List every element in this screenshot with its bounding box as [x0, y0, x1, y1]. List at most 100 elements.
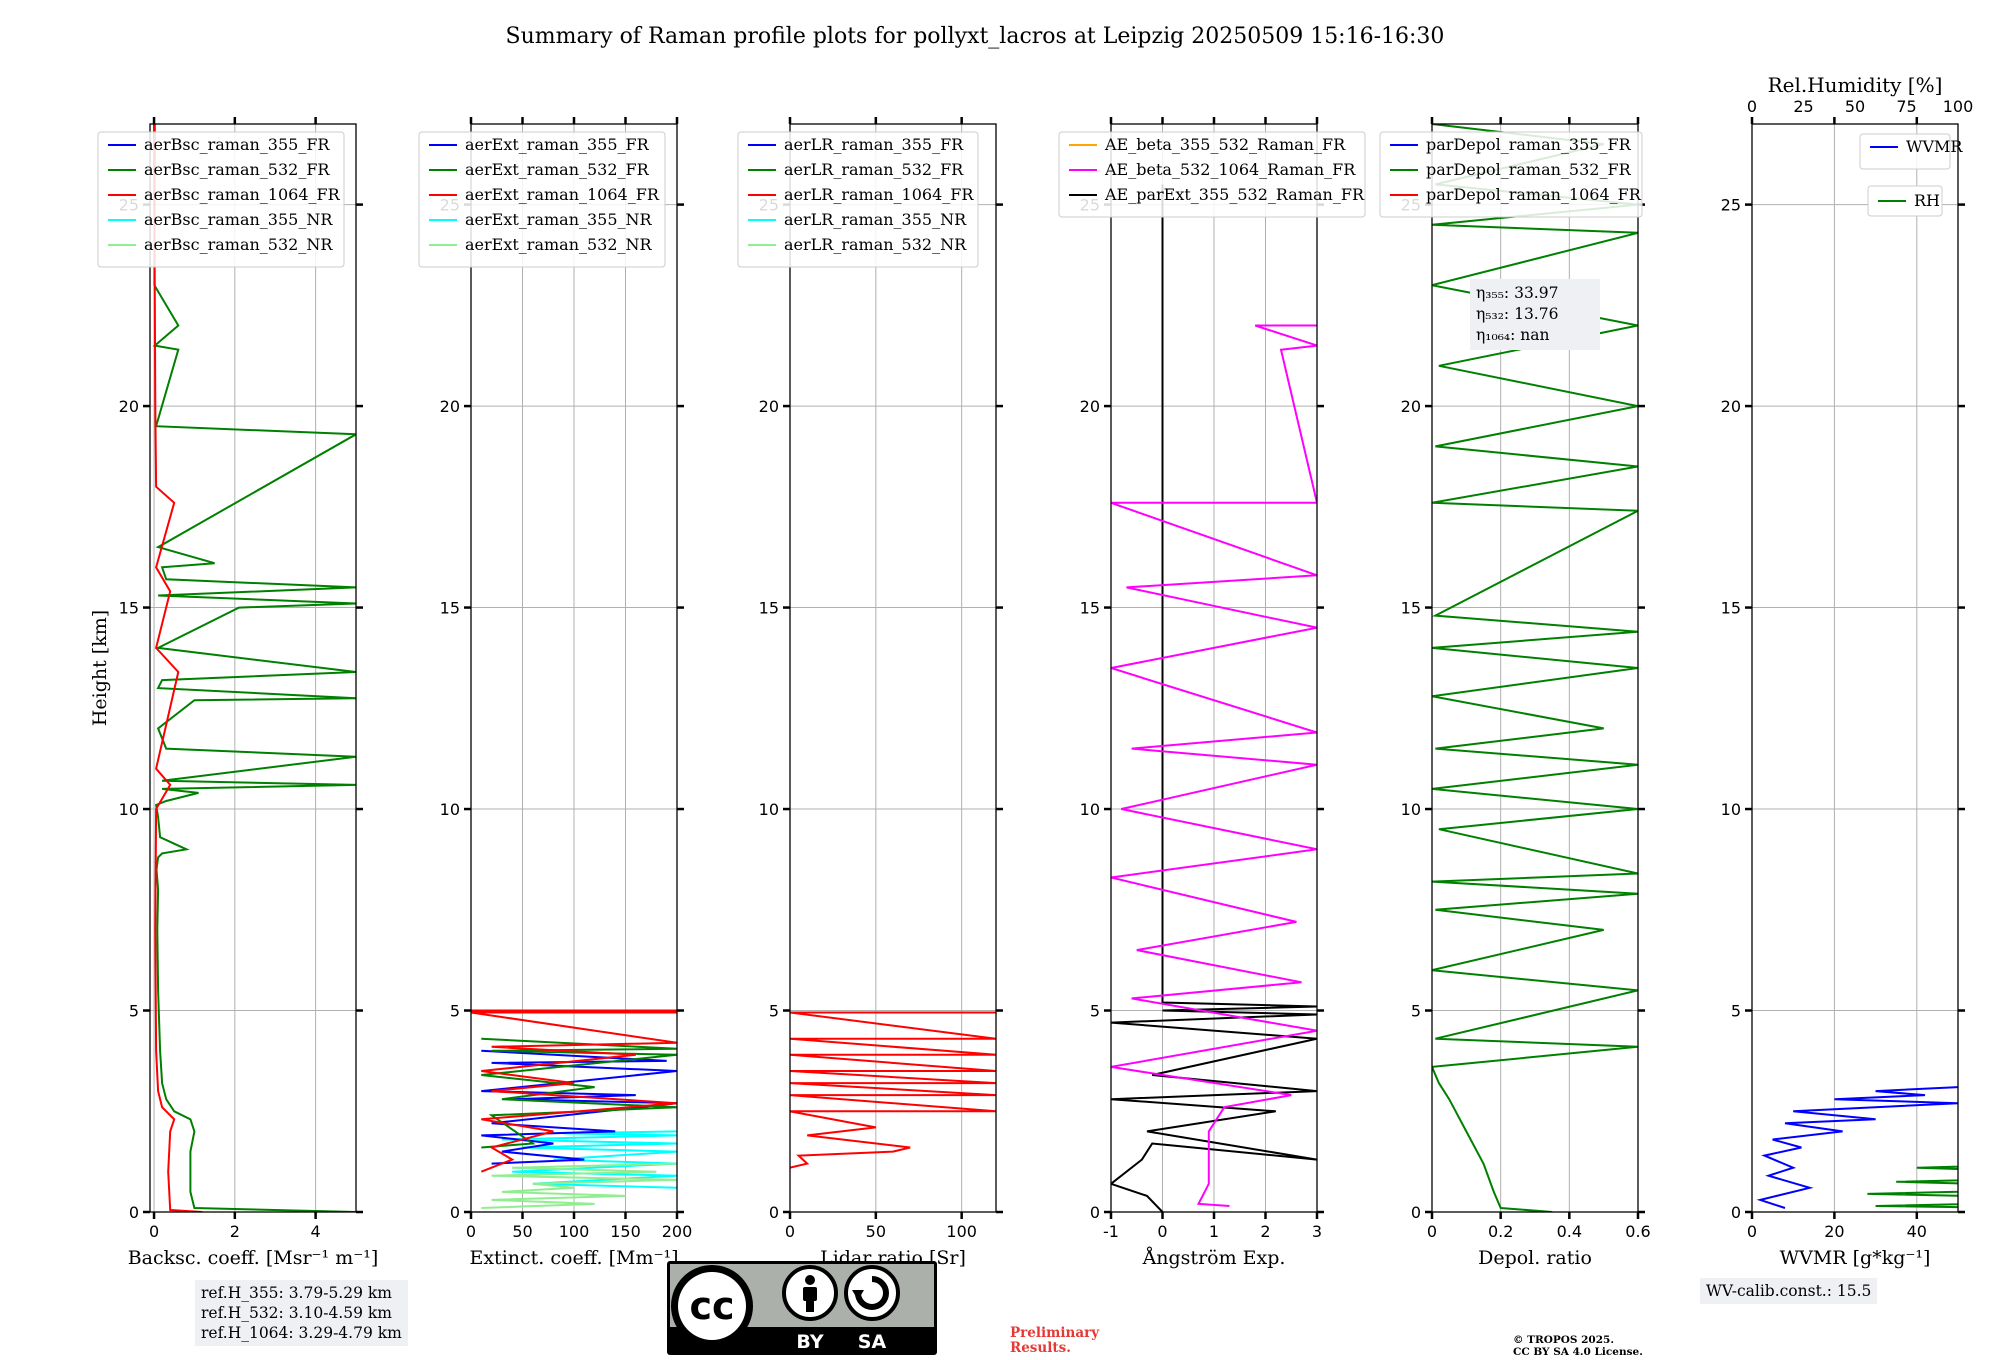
- x-tick-label: 3: [1312, 1222, 1322, 1241]
- x-axis-label: Ångström Exp.: [1142, 1247, 1286, 1269]
- panel-lidar_ratio: 0510152025050100Lidar ratio [Sr]aerLR_ra…: [737, 117, 1003, 1269]
- series-line-RH: [1867, 1127, 1958, 1209]
- series-line-aerBsc_raman_532_FR: [152, 124, 356, 1212]
- x-tick-label: 0: [1157, 1222, 1167, 1241]
- y-axis-label: Height [km]: [89, 610, 111, 726]
- x-tick-label: 1: [1209, 1222, 1219, 1241]
- y-tick-label: 15: [1721, 599, 1741, 618]
- legend-box: [1058, 131, 1366, 218]
- license-sa-label: SA: [858, 1331, 887, 1353]
- series-line-aerLR_raman_1064_FR: [790, 1011, 996, 1169]
- y-tick-label: 20: [1721, 397, 1741, 416]
- y-tick-label: 15: [440, 599, 460, 618]
- eta-annotation: η₃₅₅: 33.97 η₅₃₂: 13.76 η₁₀₆₄: nan: [1470, 279, 1600, 350]
- panel-wvmr: 0 5 10 15 20 25 0 20 40 WVMR [g*kg⁻¹] 0 25 50 75 100Re…: [1721, 73, 1974, 1269]
- top-x-axis-label: Rel.Humidity [%]: [1768, 73, 1943, 97]
- series-line-aerExt_raman_532_NR: [481, 1162, 677, 1209]
- x-tick-label: 2: [1260, 1222, 1270, 1241]
- ref-height-1064: ref.H_1064: 3.29-4.79 km: [201, 1324, 402, 1342]
- reference-height-box: ref.H_355: 3.79-5.29 km ref.H_532: 3.10-…: [195, 1280, 408, 1346]
- axes-frame: [1751, 123, 1959, 1213]
- y-tick-label: 10: [1721, 800, 1741, 819]
- y-tick-label: 5: [769, 1002, 779, 1021]
- legend: aerBsc_raman_355_FR aerBsc_raman_532_FRae…: [97, 131, 345, 268]
- top-x-tick-label: 0: [1747, 97, 1757, 116]
- y-tick-label: 10: [759, 800, 779, 819]
- legend-label: parDepol_raman_1064_FR: [1426, 185, 1642, 204]
- preliminary-notice: Preliminary Results.: [1010, 1326, 1099, 1356]
- series-line-aerExt_raman_1064_FR: [471, 1009, 677, 1173]
- y-tick-label: 0: [1411, 1203, 1421, 1222]
- legend-label: aerExt_raman_532_FR: [465, 160, 650, 179]
- share-alike-icon: [844, 1265, 900, 1321]
- legend: aerLR_raman_355_FR aerLR_raman_532_FR aerL…: [737, 131, 979, 268]
- x-tick-label: 150: [610, 1222, 641, 1241]
- legend-label: aerBsc_raman_532_NR: [144, 235, 333, 254]
- copyright-notice: © TROPOS 2025. CC BY SA 4.0 License.: [1513, 1334, 1643, 1358]
- eta-annotation-line: η₃₅₅: 33.97: [1476, 284, 1558, 302]
- series-line-AE_beta_532_1064_Raman_FR: [1111, 324, 1317, 1207]
- x-tick-label: 50: [512, 1222, 532, 1241]
- cc-logo-icon: cc: [671, 1265, 753, 1347]
- legend: aerExt_raman_355_FR aerExt_raman_532_FRae…: [418, 131, 666, 268]
- x-tick-label: 0: [149, 1222, 159, 1241]
- x-tick-label: 2: [230, 1222, 240, 1241]
- x-tick-label: 40: [1907, 1222, 1927, 1241]
- y-tick-label: 10: [1080, 800, 1100, 819]
- eta-annotation-line: η₁₀₆₄: nan: [1476, 326, 1550, 344]
- x-tick-label: 0: [1747, 1222, 1757, 1241]
- y-tick-label: 25: [1721, 196, 1741, 215]
- legend-label: aerLR_raman_355_FR: [784, 135, 964, 154]
- legend-label: aerLR_raman_532_NR: [784, 235, 967, 254]
- attribution-person-icon: [782, 1265, 838, 1321]
- x-tick-label: 0: [466, 1222, 476, 1241]
- y-tick-label: 0: [1090, 1203, 1100, 1222]
- top-x-tick-label: 100: [1943, 97, 1974, 116]
- x-tick-label: 4: [311, 1222, 321, 1241]
- y-tick-label: 15: [1401, 599, 1421, 618]
- wv-calibration-text: WV-calib.const.: 15.5: [1706, 1282, 1872, 1300]
- legend-label: aerLR_raman_355_NR: [784, 210, 967, 229]
- y-tick-label: 5: [1731, 1002, 1741, 1021]
- series-group: [1432, 124, 1638, 1212]
- x-tick-label: 0.6: [1625, 1222, 1650, 1241]
- copyright-line1: © TROPOS 2025.: [1513, 1334, 1615, 1346]
- y-tick-label: 0: [1731, 1203, 1741, 1222]
- series-line-parDepol_raman_532_FR: [1432, 124, 1638, 1212]
- x-tick-label: 0.2: [1488, 1222, 1513, 1241]
- ref-height-355: ref.H_355: 3.79-5.29 km: [201, 1284, 392, 1302]
- legend-label: parDepol_raman_532_FR: [1426, 160, 1632, 179]
- legend-label: aerExt_raman_355_NR: [465, 210, 653, 229]
- eta-annotation-box: [1470, 279, 1600, 350]
- legend-label: RH: [1914, 191, 1940, 210]
- x-tick-label: 0: [785, 1222, 795, 1241]
- legend-label: aerExt_raman_1064_FR: [465, 185, 660, 204]
- legend-label: parDepol_raman_355_FR: [1426, 135, 1632, 154]
- wv-calibration-box: WV-calib.const.: 15.5: [1700, 1278, 1878, 1304]
- legend-box: [1859, 133, 1951, 170]
- cc-logo-text: cc: [689, 1284, 734, 1328]
- y-tick-label: 10: [1401, 800, 1421, 819]
- license-by-label: BY: [796, 1331, 823, 1353]
- y-tick-label: 20: [1401, 397, 1421, 416]
- x-tick-label: 200: [662, 1222, 693, 1241]
- legend-box: [1379, 131, 1643, 218]
- axes-frame: [1431, 123, 1639, 1213]
- x-tick-label: 100: [946, 1222, 977, 1241]
- series-line-aerExt_raman_355_FR: [481, 1049, 677, 1165]
- y-tick-label: 10: [440, 800, 460, 819]
- y-tick-label: 15: [759, 599, 779, 618]
- series-group: [1111, 184, 1317, 1212]
- axes-frame: [789, 123, 997, 1213]
- copyright-line2: CC BY SA 4.0 License.: [1513, 1346, 1643, 1358]
- y-tick-label: 0: [769, 1203, 779, 1222]
- legend: WVMR RH: [1859, 133, 1963, 217]
- top-x-tick-label: 75: [1896, 97, 1916, 116]
- y-tick-label: 5: [1411, 1002, 1421, 1021]
- cc-license-badge[interactable]: cc BY SA: [666, 1260, 938, 1356]
- y-tick-label: 20: [1080, 397, 1100, 416]
- top-x-tick-label: 25: [1793, 97, 1813, 116]
- legend-label: AE_parExt_355_532_Raman_FR: [1104, 185, 1365, 204]
- series-group: [152, 124, 356, 1212]
